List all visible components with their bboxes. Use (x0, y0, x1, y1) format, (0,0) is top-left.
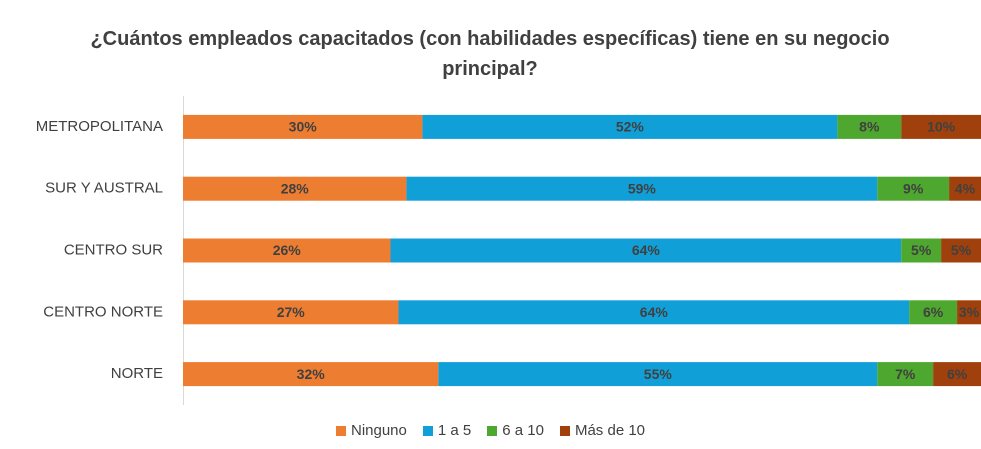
bar-segment (183, 176, 407, 201)
y-tick-label: METROPOLITANA (36, 118, 163, 135)
legend-item: Ninguno (335, 422, 407, 439)
bar-segment (183, 300, 399, 325)
bar-segment (901, 238, 942, 263)
data-label: 55% (644, 366, 673, 382)
data-label: 9% (903, 180, 924, 196)
data-label: 6% (923, 304, 944, 320)
data-label: 59% (628, 180, 657, 196)
legend-label: 6 a 10 (502, 422, 544, 439)
bar-segment (909, 300, 958, 325)
data-label: 6% (947, 366, 968, 382)
legend-item: 6 a 10 (487, 422, 544, 439)
data-label: 8% (859, 119, 880, 135)
bar-segment (183, 362, 439, 387)
bar-segment (957, 300, 981, 325)
data-label: 28% (281, 180, 310, 196)
data-label: 4% (955, 180, 976, 196)
bar-segment (941, 238, 981, 263)
data-label: 26% (273, 242, 302, 258)
data-label: 10% (927, 119, 956, 135)
data-label: 52% (616, 119, 645, 135)
data-label: 64% (632, 242, 661, 258)
bar-segment (183, 238, 391, 263)
legend-label: Ninguno (350, 422, 407, 439)
bar-segment (877, 362, 934, 387)
bar-segment (933, 362, 981, 387)
y-tick-label: SUR Y AUSTRAL (45, 180, 163, 197)
legend-swatch (422, 425, 433, 436)
bar-segment (438, 362, 878, 387)
data-label: 27% (277, 304, 306, 320)
legend-swatch (559, 425, 570, 436)
legend: Ninguno 1 a 5 6 a 10 Más de 10 (0, 422, 981, 439)
data-label: 5% (951, 242, 972, 258)
legend-item: Más de 10 (559, 422, 646, 439)
bar-segment (398, 300, 910, 325)
bar-segment (949, 176, 981, 201)
y-tick-label: CENTRO NORTE (43, 303, 163, 320)
y-tick-label: NORTE (111, 365, 163, 382)
bar-segment (406, 176, 878, 201)
data-label: 3% (959, 304, 980, 320)
data-label: 64% (640, 304, 669, 320)
legend-swatch (487, 425, 498, 436)
data-label: 32% (297, 366, 326, 382)
legend-label: 1 a 5 (437, 422, 472, 439)
legend-label: Más de 10 (574, 422, 646, 439)
bar-segment (390, 238, 902, 263)
data-label: 7% (895, 366, 916, 382)
bar-segment (422, 114, 838, 139)
legend-item: 1 a 5 (422, 422, 472, 439)
bar-segment (837, 114, 902, 139)
y-tick-label: CENTRO SUR (64, 241, 163, 258)
legend-swatch (335, 425, 346, 436)
bar-segment (877, 176, 950, 201)
chart-title: ¿Cuántos empleados capacitados (con habi… (90, 28, 890, 80)
data-label: 5% (911, 242, 932, 258)
bar-segment (901, 114, 981, 139)
data-label: 30% (289, 119, 318, 135)
bar-segment (183, 114, 423, 139)
